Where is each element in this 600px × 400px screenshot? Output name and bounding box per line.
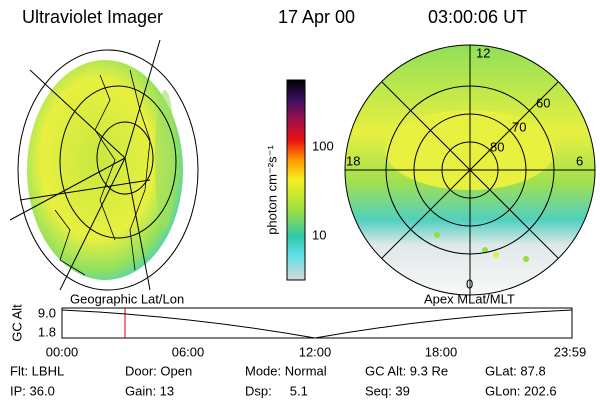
- grid-label: 60: [536, 95, 550, 110]
- colorbar-tick-label: 10: [312, 227, 326, 242]
- grid-label: 70: [512, 119, 526, 134]
- polar-grid: [344, 44, 596, 296]
- title: Ultraviolet Imager: [22, 7, 163, 27]
- footer-field: IP: 36.0: [10, 383, 55, 398]
- footer: Flt: LBHL Door: Open Mode: Normal GC Alt: 9…: [10, 363, 557, 398]
- grid-label: 18: [346, 153, 360, 168]
- grid-label: 12: [476, 45, 490, 60]
- glow: [155, 90, 175, 230]
- footer-field: Dsp: 5.1: [245, 383, 308, 398]
- x-tick-label: 12:00: [299, 344, 332, 359]
- footer-field: Seq: 39: [365, 383, 410, 398]
- footer-field: Flt: LBHL: [10, 363, 64, 378]
- x-tick-label: 06:00: [172, 344, 205, 359]
- footer-field: GC Alt: 9.3 Re: [365, 363, 448, 378]
- grid-label: 6: [576, 153, 583, 168]
- colorbar-tick-label: 100: [312, 138, 334, 153]
- footer-field: GLat: 87.8: [485, 363, 546, 378]
- grid-label: 0: [466, 276, 473, 291]
- altitude-frame: [61, 307, 573, 339]
- time: 03:00:06 UT: [428, 7, 527, 27]
- y-tick-label: 1.8: [38, 324, 56, 339]
- geographic-image: [9, 40, 199, 291]
- right-panel-label: Apex MLat/MLT: [424, 291, 515, 306]
- lat-lon-grid: [9, 40, 199, 291]
- x-tick-label: 18:00: [425, 344, 458, 359]
- left-panel-label: Geographic Lat/Lon: [70, 291, 184, 306]
- footer-field: Gain: 13: [125, 383, 174, 398]
- grid-label: 80: [490, 139, 504, 154]
- altitude-curve: [61, 309, 573, 339]
- polar-labels: 12 60 70 80 18 6 0: [346, 45, 583, 291]
- footer-field: Mode: Normal: [245, 363, 327, 378]
- colorbar: [286, 79, 306, 281]
- y-tick-label: 9.0: [38, 305, 56, 320]
- colorbar-label: photon cm⁻²s⁻¹: [264, 145, 279, 235]
- x-tick-label: 00:00: [46, 344, 79, 359]
- footer-field: GLon: 202.6: [485, 383, 557, 398]
- date: 17 Apr 00: [278, 7, 355, 27]
- footer-field: Door: Open: [125, 363, 192, 378]
- altitude-axis-label: GC Alt: [9, 304, 24, 342]
- x-tick-label: 23:59: [554, 344, 587, 359]
